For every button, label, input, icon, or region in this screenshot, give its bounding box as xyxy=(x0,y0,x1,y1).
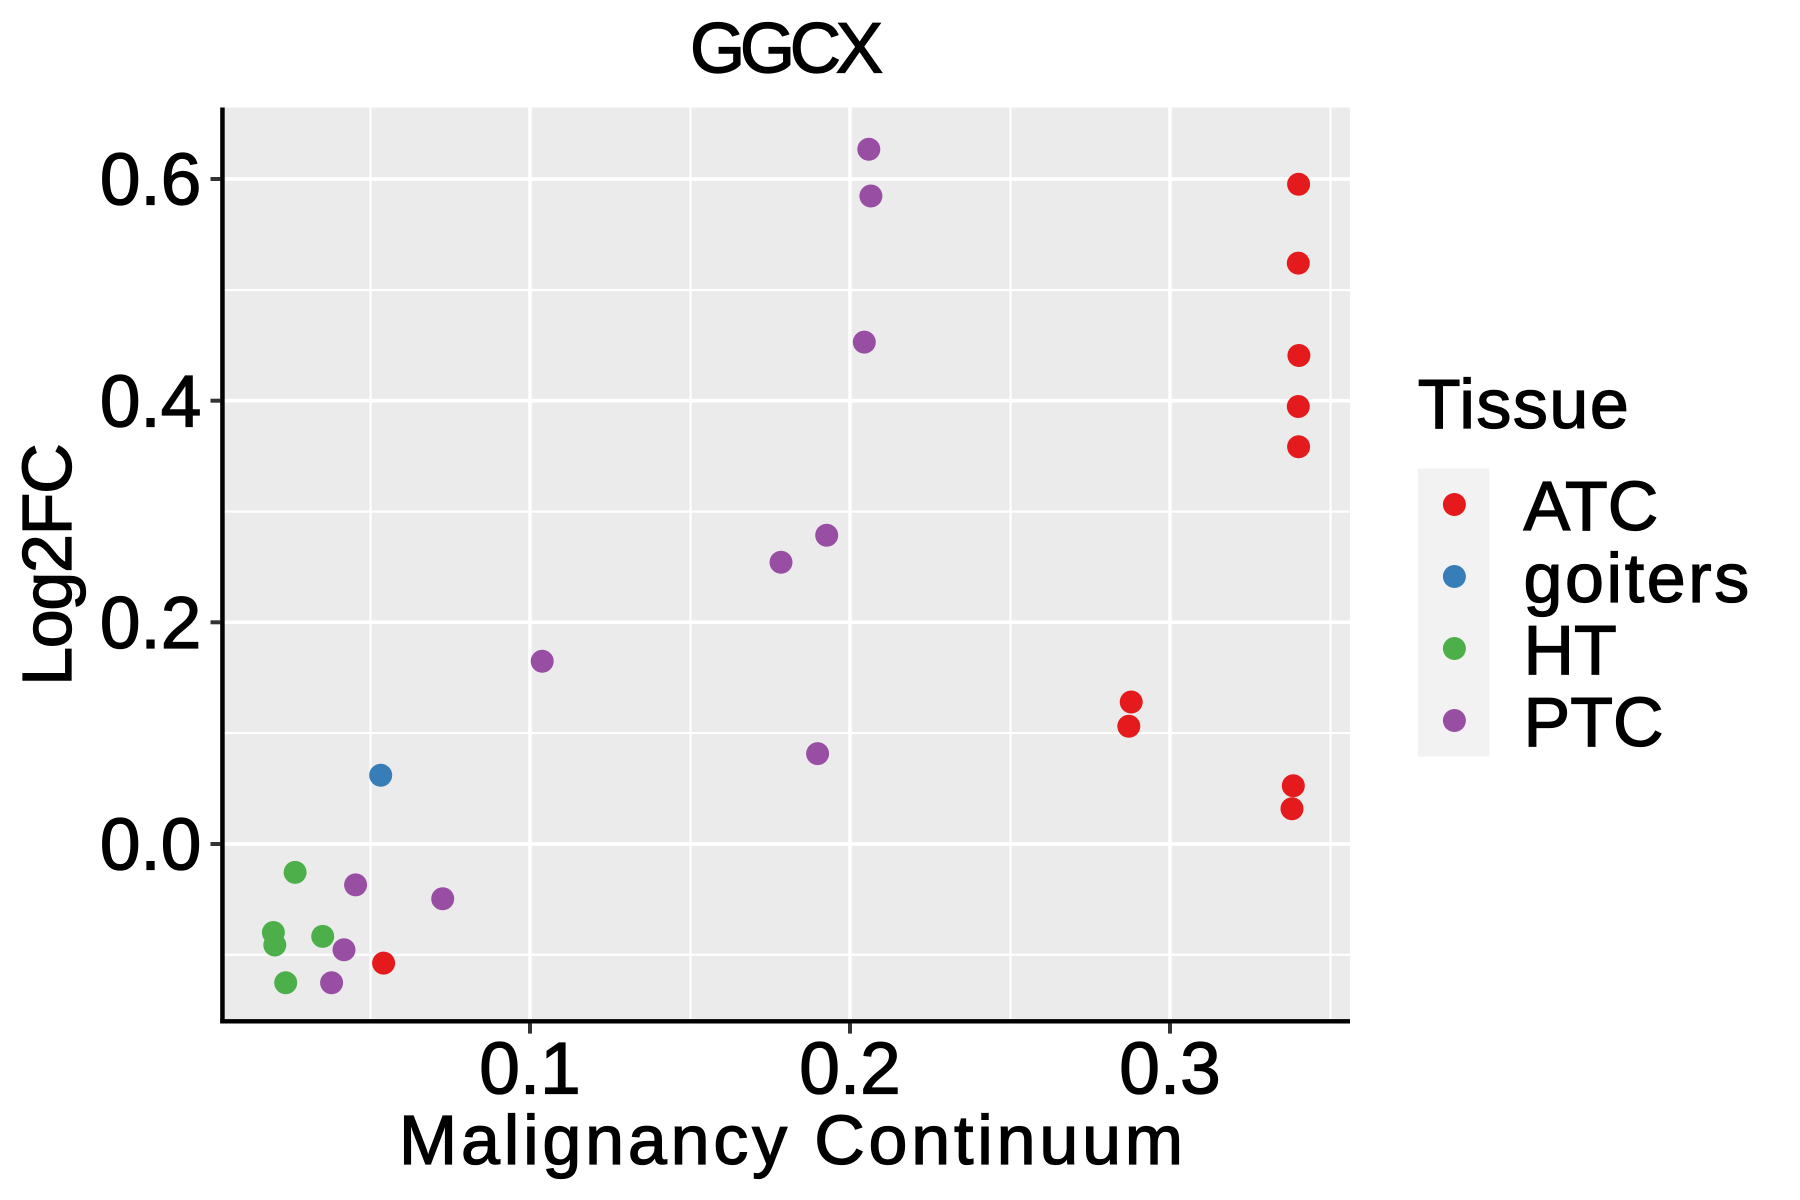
svg-text:0.4: 0.4 xyxy=(100,361,201,442)
svg-text:0.2: 0.2 xyxy=(799,1028,900,1109)
svg-text:0.0: 0.0 xyxy=(100,805,201,886)
svg-text:Malignancy Continuum: Malignancy Continuum xyxy=(399,1101,1187,1179)
svg-text:0.6: 0.6 xyxy=(100,140,201,221)
svg-text:0.2: 0.2 xyxy=(100,583,201,664)
svg-text:0.3: 0.3 xyxy=(1119,1028,1220,1109)
svg-text:Log2FC: Log2FC xyxy=(8,445,86,686)
svg-text:PTC: PTC xyxy=(1524,683,1664,761)
svg-text:Tissue: Tissue xyxy=(1418,365,1631,443)
svg-text:GGCX: GGCX xyxy=(690,9,882,88)
svg-text:0.1: 0.1 xyxy=(479,1028,580,1109)
svg-text:HT: HT xyxy=(1524,611,1617,689)
svg-text:ATC: ATC xyxy=(1524,467,1659,545)
svg-text:goiters: goiters xyxy=(1524,539,1752,617)
